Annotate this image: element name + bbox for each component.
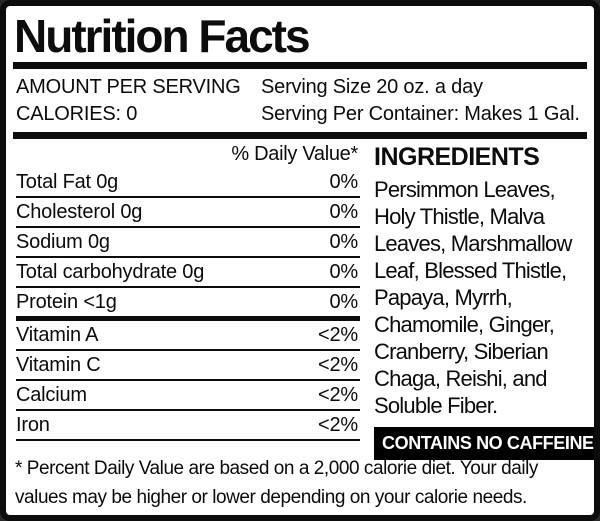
nutrient-value: 0% [329,231,358,253]
calories-value: CALORIES: 0 [16,103,138,125]
nutrient-label: Protein <1g [16,291,117,313]
serving-size-value: Serving Size 20 oz. a day [261,76,483,98]
table-row-vitamin-c: Vitamin C <2% [16,351,360,381]
table-row-total-carbohydrate: Total carbohydrate 0g 0% [16,258,360,288]
serving-per-container-value: Serving Per Container: Makes 1 Gal. [261,103,580,125]
ingredients-line: Chamomile, Ginger, [374,312,555,337]
serving-info-section: AMOUNT PER SERVING Serving Size 20 oz. a… [6,69,594,132]
footnote-line: values may be higher or lower depending … [15,487,527,508]
footnote-line: * Percent Daily Value are based on a 2,0… [15,458,538,479]
nutrient-label: Vitamin C [16,354,101,376]
divider-under-serving-info [13,132,587,139]
daily-value-footnote: * Percent Daily Value are based on a 2,0… [15,454,586,512]
label-title: Nutrition Facts [14,10,311,62]
table-row-sodium: Sodium 0g 0% [16,228,360,258]
table-row-cholesterol: Cholesterol 0g 0% [16,198,360,228]
amount-per-serving-label: AMOUNT PER SERVING [16,76,241,98]
table-row-iron: Iron <2% [16,411,360,441]
table-row-calcium: Calcium <2% [16,381,360,411]
ingredients-line: Papaya, Myrrh, [374,285,513,310]
table-row-vitamin-a: Vitamin A <2% [16,321,360,351]
daily-value-table: % Daily Value* Total Fat 0g 0% Cholester… [16,139,360,460]
label-body: % Daily Value* Total Fat 0g 0% Cholester… [6,139,594,460]
nutrient-label: Cholesterol 0g [16,201,143,223]
nutrient-value: 0% [329,201,358,223]
nutrient-label: Sodium 0g [16,231,110,253]
nutrient-label: Total carbohydrate 0g [16,261,205,283]
ingredients-line: Chaga, Reishi, and [374,366,548,391]
nutrient-value: <2% [318,384,358,406]
ingredients-heading: INGREDIENTS [374,143,540,171]
table-row-protein: Protein <1g 0% [16,288,360,321]
nutrient-value: <2% [318,414,358,436]
table-row-total-fat: Total Fat 0g 0% [16,168,360,198]
nutrient-value: 0% [329,291,358,313]
ingredients-line: Cranberry, Siberian [374,339,549,364]
ingredients-line: Leaves, Marshmallow [374,231,572,256]
nutrient-label: Total Fat 0g [16,171,119,193]
ingredients-line: Leaf, Blessed Thistle, [374,258,567,283]
nutrient-value: 0% [329,171,358,193]
daily-value-column-header: % Daily Value* [231,143,358,165]
ingredients-line: Holy Thistle, Malva [374,204,545,229]
ingredients-line: Soluble Fiber. [374,393,498,418]
nutrient-value: <2% [318,354,358,376]
no-caffeine-badge: CONTAINS NO CAFFEINE [374,427,594,460]
ingredients-line: Persimmon Leaves, [374,177,556,202]
nutrient-label: Iron [16,414,50,436]
divider-under-title [13,62,587,69]
nutrient-value: <2% [318,324,358,346]
ingredients-column: INGREDIENTS Persimmon Leaves, Holy Thist… [360,139,594,460]
nutrient-label: Calcium [16,384,87,406]
nutrient-value: 0% [329,261,358,283]
nutrient-label: Vitamin A [16,324,99,346]
